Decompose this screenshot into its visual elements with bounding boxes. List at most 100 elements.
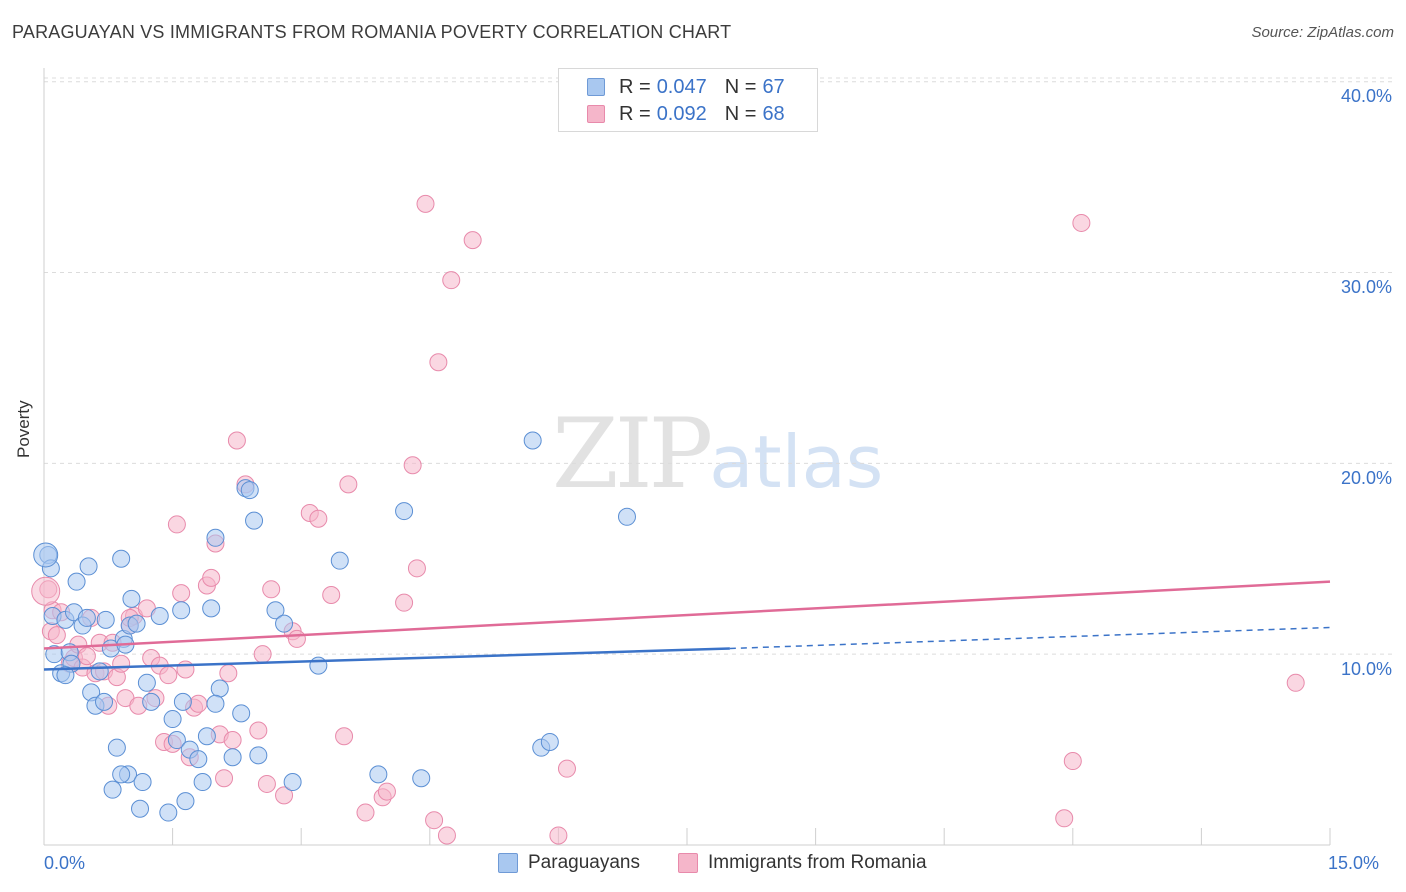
point-romania (287, 629, 306, 648)
bottom-legend-swatch-romania (678, 853, 698, 873)
point-paraguayans (240, 481, 259, 500)
point-paraguayans (159, 803, 178, 822)
point-paraguayans (172, 601, 191, 620)
point-paraguayans (103, 780, 122, 799)
x-tick-label-max: 15.0% (1328, 853, 1380, 873)
point-paraguayans (96, 610, 115, 629)
point-paraguayans (107, 738, 126, 757)
point-paraguayans (330, 551, 349, 570)
bottom-legend-label-romania: Immigrants from Romania (708, 852, 927, 873)
point-romania (223, 731, 242, 750)
legend-n-label: N = (724, 75, 757, 98)
point-romania (356, 803, 375, 822)
point-romania (335, 727, 354, 746)
point-paraguayans (189, 750, 208, 769)
point-romania (47, 626, 66, 645)
trendline-paraguayans (43, 647, 730, 671)
point-romania (395, 593, 414, 612)
point-paraguayans (33, 542, 59, 568)
point-paraguayans (167, 731, 186, 750)
point-paraguayans (77, 608, 96, 627)
point-romania (1055, 809, 1074, 828)
point-paraguayans (617, 507, 636, 526)
point-romania (322, 586, 341, 605)
point-paraguayans (137, 673, 156, 692)
point-romania (1063, 752, 1082, 771)
watermark-zip: ZIP (552, 398, 713, 510)
point-romania (1072, 213, 1091, 232)
point-paraguayans (142, 692, 161, 711)
point-romania (429, 353, 448, 372)
point-paraguayans (95, 692, 114, 711)
bottom-legend-swatch-paraguayans (498, 853, 518, 873)
point-romania (249, 721, 268, 740)
point-romania (416, 194, 435, 213)
point-paraguayans (193, 773, 212, 792)
point-paraguayans (79, 557, 98, 576)
point-paraguayans (523, 431, 542, 450)
point-romania (219, 664, 238, 683)
point-romania (403, 456, 422, 475)
point-paraguayans (206, 528, 225, 547)
point-romania (549, 826, 568, 845)
legend-swatch-paraguayans (587, 78, 605, 96)
trendline-romania (43, 580, 1331, 650)
point-romania (227, 431, 246, 450)
point-romania (425, 811, 444, 830)
point-paraguayans (133, 773, 152, 792)
legend-n-value: 67 (762, 75, 785, 98)
point-romania (77, 647, 96, 666)
point-paraguayans (369, 765, 388, 784)
point-romania (339, 475, 358, 494)
point-paraguayans (412, 769, 431, 788)
point-paraguayans (395, 502, 414, 521)
bottom-legend-label-paraguayans: Paraguayans (528, 852, 640, 873)
point-romania (442, 271, 461, 290)
point-paraguayans (283, 773, 302, 792)
point-paraguayans (232, 704, 251, 723)
legend-swatch-romania (587, 105, 605, 123)
chart-title: PARAGUAYAN VS IMMIGRANTS FROM ROMANIA PO… (12, 22, 732, 42)
point-paraguayans (275, 614, 294, 633)
legend-row-paraguayans: R = 0.047 N = 67 (587, 75, 785, 99)
legend: R = 0.047 N = 67 R = 0.092 N = 68 (558, 68, 818, 132)
point-paraguayans (112, 549, 131, 568)
y-axis-label: Poverty (14, 400, 33, 458)
point-romania (202, 568, 221, 587)
bottom-legend-romania: Immigrants from Romania (678, 852, 927, 874)
point-paraguayans (249, 746, 268, 765)
point-paraguayans (163, 710, 182, 729)
bottom-legend-paraguayans: Paraguayans (498, 852, 640, 874)
point-romania (275, 786, 294, 805)
point-paraguayans (127, 614, 146, 633)
point-paraguayans (197, 727, 216, 746)
point-paraguayans (266, 601, 285, 620)
point-romania (377, 782, 396, 801)
point-paraguayans (176, 792, 195, 811)
point-romania (262, 580, 281, 599)
point-romania (1286, 673, 1305, 692)
legend-row-romania: R = 0.092 N = 68 (587, 102, 785, 126)
y-tick-label-20: 20.0% (1340, 468, 1392, 488)
point-romania (557, 759, 576, 778)
point-romania (463, 231, 482, 250)
point-romania (167, 515, 186, 534)
point-romania (159, 666, 178, 685)
point-paraguayans (245, 511, 264, 530)
legend-n-label: N = (724, 102, 757, 125)
watermark: ZIPatlas (552, 398, 883, 510)
point-paraguayans (67, 572, 86, 591)
point-paraguayans (90, 662, 109, 681)
y-tick-label-30: 30.0% (1340, 277, 1392, 297)
point-paraguayans (206, 694, 225, 713)
source-label: Source: ZipAtlas.com (1251, 24, 1394, 41)
trendline-paraguayans-projection (729, 626, 1331, 650)
x-tick-label-min: 0.0% (44, 853, 86, 873)
point-paraguayans (112, 765, 131, 784)
point-paraguayans (56, 666, 75, 685)
point-paraguayans (150, 607, 169, 626)
point-paraguayans (223, 748, 242, 767)
point-paraguayans (210, 679, 229, 698)
point-romania (176, 660, 195, 679)
